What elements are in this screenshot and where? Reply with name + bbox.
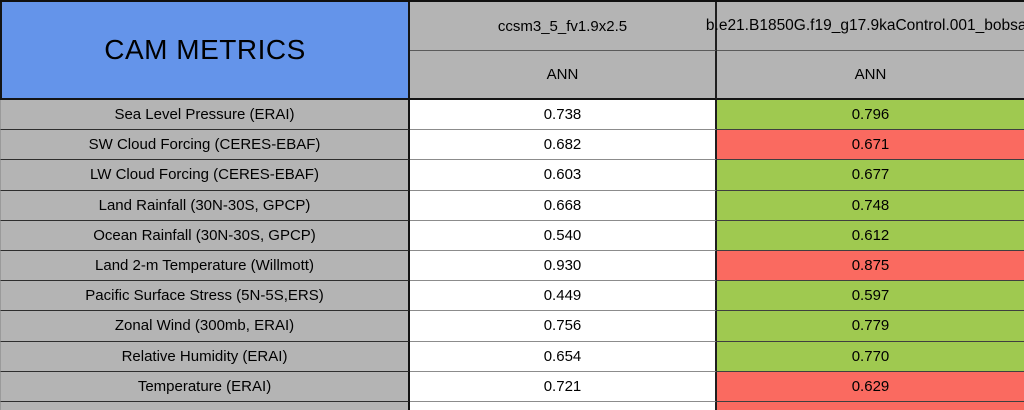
baseline-value-cell-clipped <box>410 401 717 410</box>
test-value-cell: 0.612 <box>717 220 1024 251</box>
metric-row-label: LW Cloud Forcing (CERES-EBAF) <box>0 160 410 191</box>
test-value-cell: 0.597 <box>717 281 1024 312</box>
test-value-cell: 0.779 <box>717 311 1024 342</box>
season-subheader-test: ANN <box>717 51 1024 100</box>
test-value-cell: 0.796 <box>717 100 1024 131</box>
baseline-value-cell: 0.668 <box>410 190 717 221</box>
metric-row-label: Sea Level Pressure (ERAI) <box>0 100 410 131</box>
baseline-value-cell: 0.756 <box>410 311 717 342</box>
test-value-cell-clipped <box>717 401 1024 410</box>
metric-row-label: SW Cloud Forcing (CERES-EBAF) <box>0 130 410 161</box>
column-header-test-model-label: b.e21.B1850G.f19_g17.9kaControl.001_bobs… <box>705 17 1024 34</box>
baseline-value-cell: 0.654 <box>410 341 717 372</box>
test-value-cell: 0.770 <box>717 341 1024 372</box>
metric-row-label: Zonal Wind (300mb, ERAI) <box>0 311 410 342</box>
test-value-cell: 0.677 <box>717 160 1024 191</box>
metric-row-label: Land Rainfall (30N-30S, GPCP) <box>0 190 410 221</box>
column-header-baseline-model: ccsm3_5_fv1.9x2.5 <box>410 2 717 51</box>
metric-row-label-clipped <box>0 401 410 410</box>
season-subheader-baseline: ANN <box>410 51 717 100</box>
test-value-cell: 0.748 <box>717 190 1024 221</box>
metric-row-label: Ocean Rainfall (30N-30S, GPCP) <box>0 220 410 251</box>
baseline-value-cell: 0.930 <box>410 250 717 282</box>
table-title: CAM METRICS <box>0 2 410 100</box>
column-header-test-model: b.e21.B1850G.f19_g17.9kaControl.001_bobs… <box>706 2 1024 51</box>
baseline-value-cell: 0.540 <box>410 220 717 251</box>
baseline-value-cell: 0.603 <box>410 160 717 191</box>
metric-row-label: Pacific Surface Stress (5N-5S,ERS) <box>0 281 410 312</box>
baseline-value-cell: 0.738 <box>410 100 717 131</box>
metric-row-label: Temperature (ERAI) <box>0 371 410 402</box>
baseline-value-cell: 0.721 <box>410 371 717 402</box>
metric-row-label: Land 2-m Temperature (Willmott) <box>0 250 410 282</box>
baseline-value-cell: 0.682 <box>410 130 717 161</box>
test-value-cell: 0.875 <box>717 250 1024 282</box>
baseline-value-cell: 0.449 <box>410 281 717 312</box>
metric-row-label: Relative Humidity (ERAI) <box>0 341 410 372</box>
test-value-cell: 0.671 <box>717 130 1024 161</box>
test-value-cell: 0.629 <box>717 371 1024 402</box>
